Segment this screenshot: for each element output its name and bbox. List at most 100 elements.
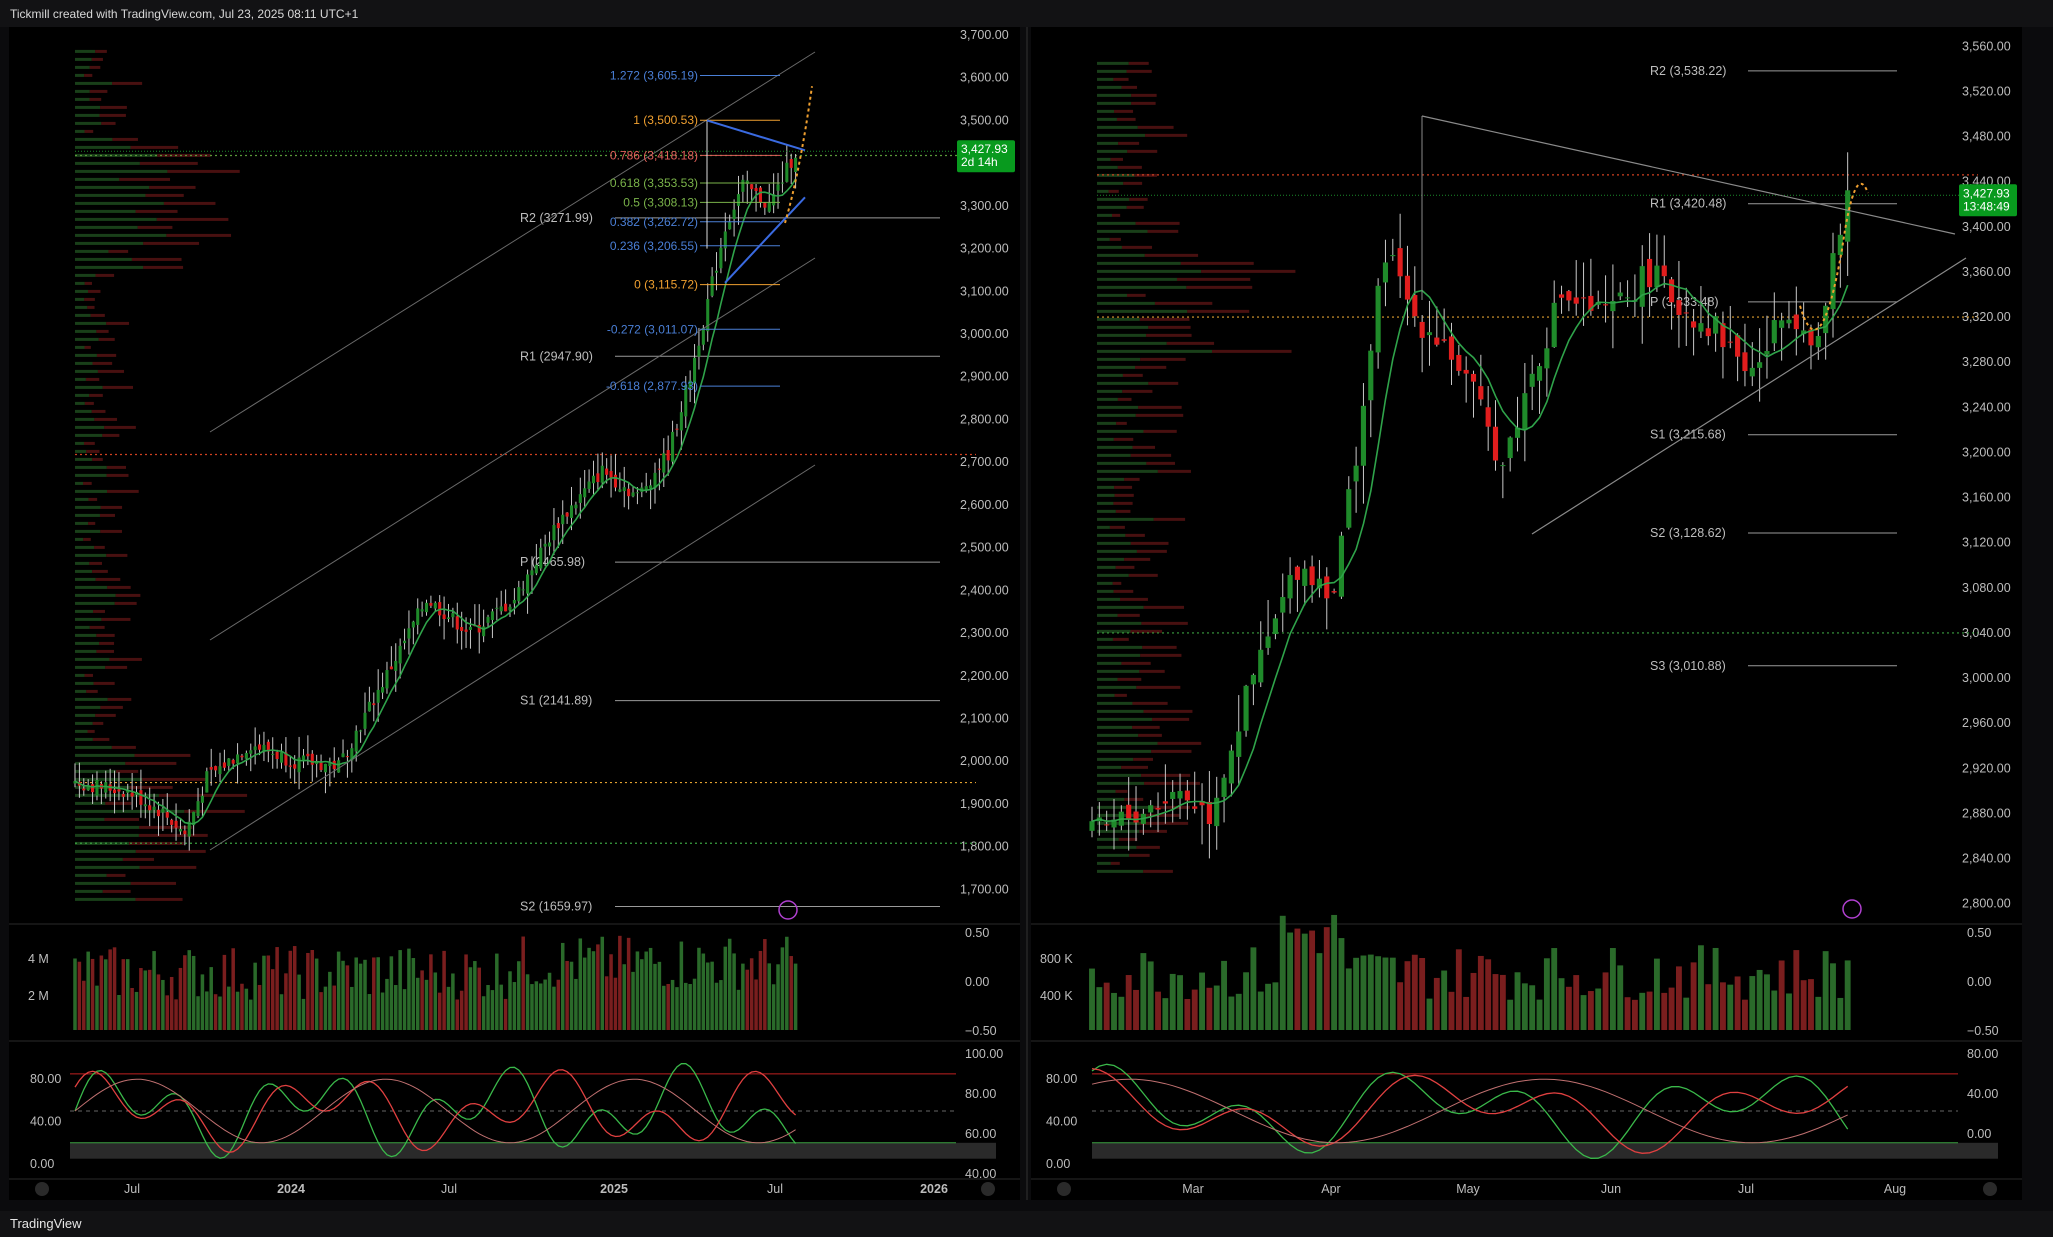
candle-body bbox=[1214, 797, 1220, 827]
candle-body bbox=[556, 523, 560, 529]
volume-profile-bar bbox=[95, 577, 121, 581]
volume-profile-bar bbox=[75, 537, 84, 541]
volume-profile-bar bbox=[1127, 293, 1146, 297]
candle-body bbox=[543, 543, 547, 547]
volume-profile-bar bbox=[1097, 77, 1114, 81]
volume-profile-bar bbox=[75, 345, 85, 349]
volume-profile-bar bbox=[1124, 557, 1151, 561]
volume-profile-bar bbox=[89, 393, 103, 397]
candle-body bbox=[675, 428, 679, 430]
candle-body bbox=[407, 628, 411, 639]
volume-bar bbox=[1089, 968, 1095, 1030]
x-tick-label: Mar bbox=[1182, 1182, 1204, 1196]
y-tick-label: 2,840.00 bbox=[1962, 852, 2011, 866]
volume-profile-bar bbox=[1180, 261, 1254, 265]
candle-body bbox=[1397, 248, 1403, 277]
volume-bar bbox=[222, 954, 227, 1030]
volume-profile-bar bbox=[1097, 637, 1113, 641]
volume-tick-label: 400 K bbox=[1040, 989, 1073, 1003]
volume-profile-bar bbox=[1128, 61, 1149, 65]
volume-profile-bar bbox=[91, 57, 103, 61]
volume-profile-bar bbox=[1097, 733, 1139, 737]
volume-bar bbox=[270, 969, 275, 1030]
candle-body bbox=[1522, 393, 1528, 431]
volume-profile-bar bbox=[75, 89, 90, 93]
volume-bar bbox=[565, 960, 569, 1030]
volume-bar bbox=[227, 986, 231, 1030]
zoom-icon bbox=[35, 1182, 49, 1196]
volume-profile-bar bbox=[1117, 397, 1132, 401]
volume-bar bbox=[560, 942, 565, 1030]
candle-body bbox=[429, 602, 433, 606]
volume-bar bbox=[1830, 963, 1836, 1030]
candle-body bbox=[411, 621, 415, 628]
volume-profile-bar bbox=[149, 185, 196, 189]
candle-body bbox=[1808, 329, 1814, 346]
volume-profile-bar bbox=[75, 145, 131, 149]
volume-bar bbox=[1617, 965, 1624, 1030]
candle-body bbox=[249, 750, 253, 754]
candle-body bbox=[165, 812, 169, 818]
volume-bar bbox=[1727, 984, 1734, 1030]
y-tick-label: 3,520.00 bbox=[1962, 84, 2011, 98]
volume-bar bbox=[328, 971, 332, 1030]
volume-profile-bar bbox=[1144, 781, 1200, 785]
volume-profile-bar bbox=[1097, 381, 1149, 385]
candle-body bbox=[385, 670, 389, 689]
volume-profile-bar bbox=[1122, 373, 1143, 377]
volume-profile-bar bbox=[75, 689, 87, 693]
y-tick-label: 2,800.00 bbox=[960, 412, 1009, 426]
fib-label: 0 (3,115.72) bbox=[634, 278, 698, 292]
y-tick-label: 2,900.00 bbox=[960, 370, 1009, 384]
volume-bar bbox=[481, 996, 486, 1030]
volume-profile-bar bbox=[1097, 173, 1135, 177]
volume-profile-bar bbox=[1097, 853, 1130, 857]
volume-profile-bar bbox=[1141, 621, 1188, 625]
candle-body bbox=[271, 753, 275, 755]
volume-bar bbox=[1345, 968, 1352, 1030]
volume-profile-bar bbox=[1097, 797, 1125, 801]
volume-profile-bar bbox=[157, 153, 211, 157]
candle-body bbox=[1331, 591, 1337, 593]
candle-body bbox=[609, 470, 613, 478]
volume-bar bbox=[1808, 979, 1814, 1030]
volume-profile-bar bbox=[1136, 685, 1181, 689]
x-tick-label: 2026 bbox=[920, 1182, 948, 1196]
candle-body bbox=[156, 809, 161, 817]
volume-profile-bar bbox=[107, 697, 132, 701]
volume-profile-bar bbox=[1097, 221, 1136, 225]
volume-profile-bar bbox=[1115, 509, 1131, 513]
volume-profile-bar bbox=[1097, 677, 1118, 681]
candle-body bbox=[1272, 618, 1278, 635]
y-tick-label: 3,600.00 bbox=[960, 71, 1009, 85]
volume-profile-bar bbox=[1135, 221, 1180, 225]
volume-bar bbox=[776, 964, 780, 1030]
volume-bar bbox=[1191, 989, 1198, 1030]
y-tick-label: 1,800.00 bbox=[960, 840, 1009, 854]
volume-profile-bar bbox=[100, 105, 127, 109]
volume-bar bbox=[1360, 955, 1367, 1030]
volume-profile-bar bbox=[75, 105, 101, 109]
volume-bar bbox=[1485, 959, 1492, 1030]
volume-profile-bar bbox=[75, 561, 90, 565]
volume-bar bbox=[169, 976, 174, 1030]
volume-bar bbox=[767, 963, 771, 1030]
volume-profile-bar bbox=[1097, 181, 1124, 185]
volume-profile-bar bbox=[166, 233, 232, 237]
candle-body bbox=[1786, 319, 1792, 324]
volume-bar bbox=[1353, 957, 1360, 1030]
volume-bar bbox=[336, 951, 341, 1030]
candle-body bbox=[644, 486, 648, 490]
last-price-label: 3,427.93 bbox=[1963, 186, 2010, 200]
volume-bar bbox=[556, 979, 561, 1030]
candle-body bbox=[1316, 578, 1323, 589]
candle-body bbox=[222, 762, 226, 768]
volume-profile-bar bbox=[1097, 253, 1145, 257]
volume-profile-bar bbox=[1128, 573, 1158, 577]
volume-bar bbox=[121, 959, 126, 1030]
volume-profile-bar bbox=[75, 449, 87, 453]
volume-profile-bar bbox=[135, 897, 183, 901]
volume-profile-bar bbox=[1124, 477, 1140, 481]
volume-bar bbox=[275, 947, 279, 1030]
